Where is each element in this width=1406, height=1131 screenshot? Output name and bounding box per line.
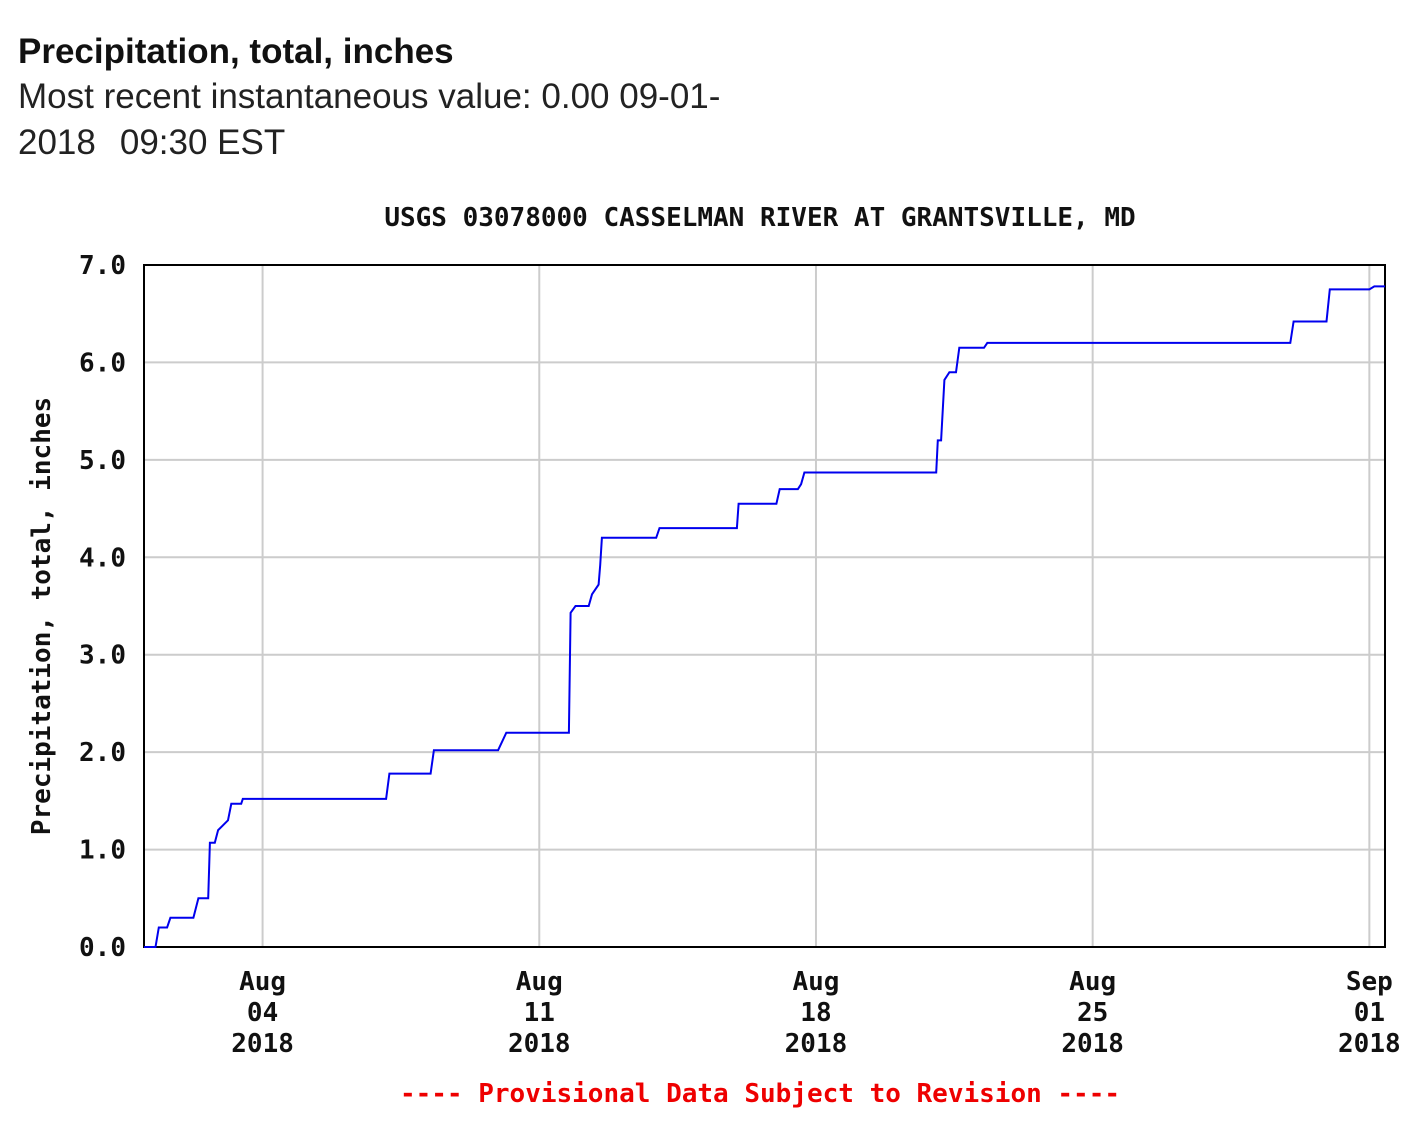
most-recent-value: Most recent instantaneous value: 0.00 09… [18, 74, 818, 166]
x-tick-label-line: Sep [1346, 967, 1393, 997]
chart-title: USGS 03078000 CASSELMAN RIVER AT GRANTSV… [384, 203, 1135, 233]
y-tick-label: 4.0 [79, 543, 126, 573]
recent-value: 0.00 [541, 77, 610, 116]
x-tick-label-line: 01 [1354, 998, 1385, 1028]
recent-date-part-a: 09-01- [619, 77, 721, 116]
precipitation-series-line [144, 285, 1385, 948]
parameter-title: Precipitation, total, inches [18, 32, 454, 71]
y-tick-label: 2.0 [79, 738, 126, 768]
y-tick-label: 3.0 [79, 641, 126, 671]
x-tick-label-line: Aug [1069, 967, 1116, 997]
recent-date-part-b: 2018 [18, 123, 96, 162]
x-tick-label-line: 2018 [508, 1029, 571, 1059]
x-tick-label-line: Aug [792, 967, 839, 997]
y-tick-label: 1.0 [79, 836, 126, 866]
x-tick-label-line: 18 [800, 998, 831, 1028]
x-tick-label-line: Aug [239, 967, 286, 997]
x-tick-label-line: Aug [516, 967, 563, 997]
x-tick-label-line: 2018 [1338, 1029, 1401, 1059]
x-tick-label-line: 2018 [785, 1029, 848, 1059]
plot-frame [143, 264, 1386, 948]
provisional-data-note: ---- Provisional Data Subject to Revisio… [400, 1079, 1120, 1109]
grid-lines [144, 265, 1385, 947]
y-axis-ticks: 0.0 1.0 2.0 3.0 4.0 5.0 6.0 7.0 [79, 251, 126, 963]
recent-label: Most recent instantaneous value: [18, 77, 532, 116]
precipitation-chart: USGS 03078000 CASSELMAN RIVER AT GRANTSV… [27, 203, 1401, 1109]
y-tick-label: 0.0 [79, 933, 126, 963]
recent-time: 09:30 EST [119, 123, 286, 162]
x-axis-ticks: Aug042018Aug112018Aug182018Aug252018Sep0… [231, 967, 1400, 1059]
y-tick-label: 7.0 [79, 251, 126, 281]
x-tick-label-line: 11 [524, 998, 555, 1028]
x-tick-label-line: 2018 [1061, 1029, 1124, 1059]
x-tick-label-line: 25 [1077, 998, 1108, 1028]
y-axis-label: Precipitation, total, inches [27, 397, 57, 835]
y-tick-label: 5.0 [79, 446, 126, 476]
header: Precipitation, total, inches Most recent… [18, 30, 918, 166]
x-tick-label-line: 04 [247, 998, 278, 1028]
y-tick-label: 6.0 [79, 348, 126, 378]
x-tick-label-line: 2018 [231, 1029, 294, 1059]
